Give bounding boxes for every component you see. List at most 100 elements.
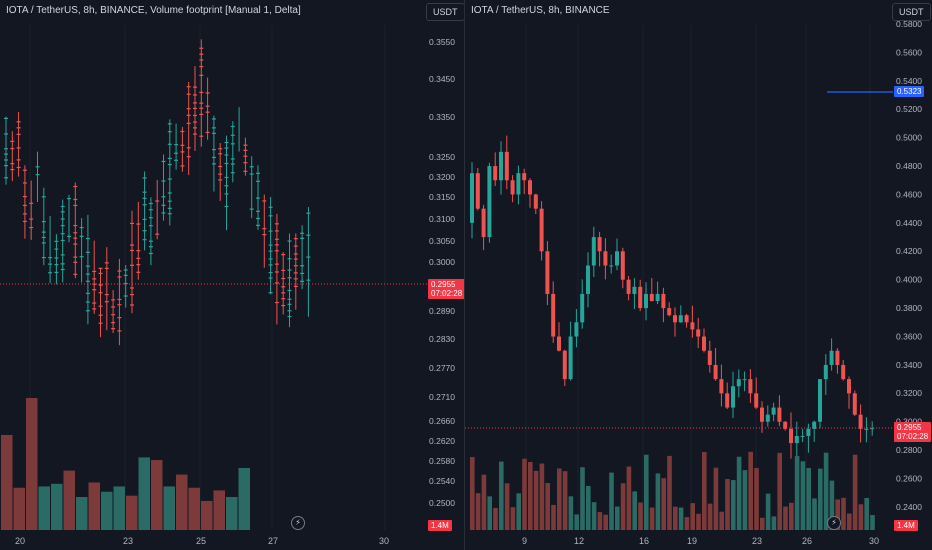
footprint-cell	[218, 153, 223, 155]
volume-bar	[113, 486, 125, 530]
y-tick-label: 0.2890	[429, 306, 455, 316]
candle-body	[603, 251, 608, 266]
footprint-cell	[287, 289, 292, 292]
y-tick-label: 0.2540	[429, 476, 455, 486]
footprint-cell	[73, 256, 78, 258]
footprint-cell	[186, 156, 191, 158]
y-tick-label: 0.2800	[896, 445, 922, 455]
footprint-cell	[22, 169, 27, 171]
footprint-cell	[41, 242, 46, 244]
footprint-cell	[306, 234, 311, 236]
footprint-cell	[262, 228, 267, 230]
footprint-cell	[85, 301, 90, 303]
y-tick-label: 0.2500	[429, 498, 455, 508]
candle-body	[510, 180, 515, 195]
volume-bar	[678, 507, 684, 530]
footprint-cell	[230, 158, 235, 160]
footprint-cell	[48, 272, 53, 274]
candle-body	[818, 379, 822, 422]
footprint-cell	[123, 295, 128, 297]
left-chart-pane[interactable]: 0.3550 0.3450 0.3350 0.3250 0.3200 0.3150 0.31…	[0, 0, 465, 550]
candle-body	[481, 208, 486, 238]
volume-bar	[562, 471, 568, 530]
footprint-cell	[211, 132, 216, 134]
footprint-cell	[10, 163, 15, 165]
candle-body	[545, 251, 550, 294]
footprint-cell	[73, 261, 78, 263]
x-tick-label: 16	[639, 536, 649, 546]
volume-bar	[470, 457, 475, 530]
footprint-cell	[130, 249, 134, 252]
footprint-cell	[111, 322, 116, 324]
candle-body	[806, 428, 811, 436]
candle-body	[470, 173, 474, 223]
footprint-cell	[306, 279, 311, 281]
candle-body	[620, 251, 625, 280]
footprint-cell	[243, 144, 248, 146]
footprint-cell	[98, 292, 103, 294]
left-chart-canvas[interactable]: 0.3550 0.3450 0.3350 0.3250 0.3200 0.3150 0.31…	[0, 0, 464, 550]
x-tick-label: 9	[522, 536, 527, 546]
candle-body	[736, 379, 741, 387]
volume-bar	[783, 506, 788, 530]
candle-body	[731, 386, 735, 408]
footprint-cell	[193, 133, 197, 135]
lightning-icon[interactable]: ⚡	[291, 516, 305, 530]
footprint-cell	[230, 163, 235, 165]
footprint-cell	[243, 155, 248, 157]
volume-bar	[707, 503, 713, 530]
footprint-cell	[274, 271, 279, 273]
footprint-cell	[274, 230, 279, 232]
volume-bar	[101, 491, 113, 530]
footprint-cell	[92, 302, 97, 304]
candle-body	[800, 435, 805, 437]
footprint-cell	[199, 135, 204, 137]
volume-bar	[88, 482, 100, 530]
footprint-cell	[274, 282, 279, 284]
y-tick-label: 0.4000	[896, 275, 922, 285]
footprint-cell	[111, 299, 116, 301]
y-tick-label: 0.5000	[896, 133, 922, 143]
volume-bar	[38, 486, 50, 530]
footprint-cell	[293, 258, 298, 260]
footprint-cell	[268, 250, 273, 252]
volume-bar	[176, 474, 188, 530]
footprint-cell	[54, 248, 59, 250]
right-chart-canvas[interactable]: 0.5800 0.5600 0.5400 0.5200 0.5000 0.4800 0.46…	[465, 0, 932, 550]
left-currency-button[interactable]: USDT	[426, 3, 464, 21]
footprint-cell	[98, 267, 103, 270]
footprint-cell	[111, 306, 116, 308]
footprint-cell	[148, 225, 153, 227]
footprint-cell	[54, 257, 59, 259]
candle-body	[539, 208, 544, 252]
footprint-cell	[22, 204, 27, 207]
volume-bar	[690, 503, 695, 530]
candle-body	[771, 407, 776, 415]
candle-body	[673, 315, 677, 323]
right-chart-pane[interactable]: 0.5800 0.5600 0.5400 0.5200 0.5000 0.4800 0.46…	[465, 0, 932, 550]
footprint-cell	[92, 283, 97, 285]
footprint-cell	[136, 250, 141, 252]
volume-bar	[847, 513, 852, 530]
footprint-cell	[300, 280, 305, 282]
right-currency-button[interactable]: USDT	[892, 3, 931, 21]
y-tick-label: 0.2580	[429, 456, 455, 466]
footprint-cell	[98, 322, 103, 324]
footprint-cell	[193, 102, 197, 104]
volume-bar	[748, 451, 753, 530]
right-last-price: 0.2955	[897, 423, 922, 432]
candle-body	[783, 421, 788, 429]
footprint-cell	[142, 239, 147, 241]
candle-body	[632, 286, 637, 294]
lightning-icon[interactable]: ⚡	[827, 516, 841, 530]
volume-bar	[63, 470, 75, 530]
footprint-cell	[180, 144, 185, 146]
footprint-cell	[148, 240, 153, 242]
volume-bar	[684, 517, 690, 530]
volume-bar	[504, 483, 510, 530]
footprint-cell	[148, 252, 153, 255]
footprint-cell	[243, 170, 248, 172]
volume-bar	[238, 467, 250, 530]
footprint-cell	[211, 118, 216, 120]
footprint-cell	[4, 159, 8, 161]
